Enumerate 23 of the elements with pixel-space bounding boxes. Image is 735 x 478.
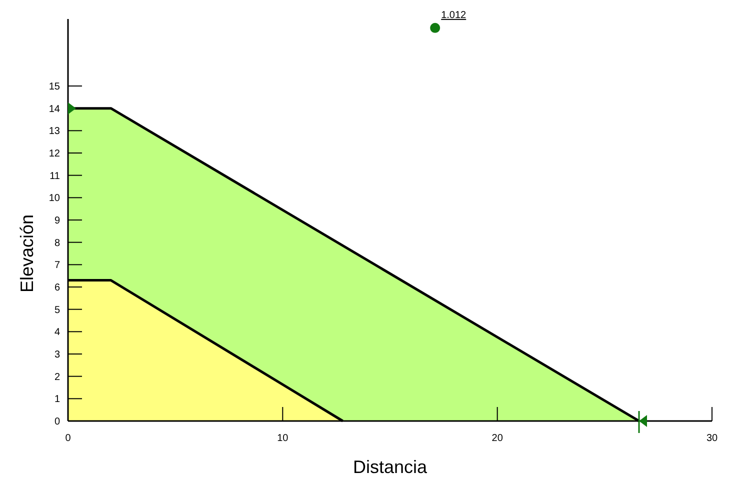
y-tick-label: 1 xyxy=(54,394,60,406)
y-tick-label: 12 xyxy=(48,148,60,160)
y-tick-label: 9 xyxy=(54,216,60,226)
y-tick-label: 14 xyxy=(48,104,60,115)
y-tick-label: 13 xyxy=(48,126,60,138)
x-tick-label: 20 xyxy=(492,433,504,444)
y-tick-label: 4 xyxy=(54,327,60,338)
y-tick-label: 3 xyxy=(54,350,60,360)
y-tick-label: 7 xyxy=(54,260,60,272)
y-tick-label: 2 xyxy=(54,372,60,383)
y-tick-label: 11 xyxy=(50,170,60,182)
y-tick-label: 15 xyxy=(48,82,60,92)
x-tick-label: 30 xyxy=(706,433,718,444)
x-axis-title: Distancia xyxy=(352,457,428,477)
y-tick-label: 0 xyxy=(54,416,60,428)
y-tick-label: 6 xyxy=(54,282,60,294)
y-axis-title: Elevación xyxy=(17,214,37,293)
y-tick-label: 5 xyxy=(54,304,60,316)
x-tick-label: 0 xyxy=(65,433,72,444)
annotation: 1.012 xyxy=(441,10,467,21)
y-tick-label: 10 xyxy=(48,193,60,204)
x-tick-label: 10 xyxy=(277,433,289,444)
y-tick-label: 8 xyxy=(54,238,60,249)
